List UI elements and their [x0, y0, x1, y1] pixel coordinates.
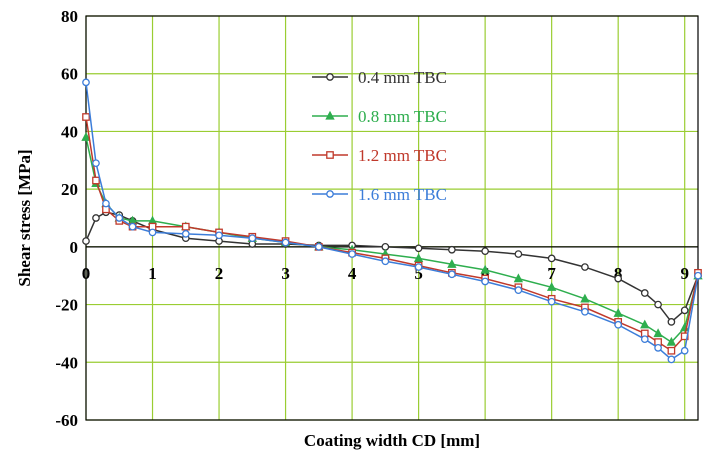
data-point	[581, 307, 589, 316]
y-tick-label: 0	[70, 238, 79, 257]
data-point	[82, 113, 90, 121]
grid-lines	[85, 15, 698, 421]
data-point	[667, 318, 676, 326]
x-tick-label: 8	[614, 264, 623, 283]
data-point	[448, 270, 456, 279]
y-axis-title: Shear stress [MPa]	[15, 149, 34, 286]
data-point	[514, 250, 523, 258]
x-tick-label: 1	[148, 264, 157, 283]
data-point	[640, 289, 649, 297]
data-point	[102, 199, 110, 208]
y-tick-label: 20	[61, 180, 78, 199]
x-tick-label: 5	[414, 264, 423, 283]
x-tick-label: 4	[348, 264, 357, 283]
data-point	[667, 355, 676, 364]
data-point	[640, 335, 649, 344]
data-point	[381, 257, 390, 266]
data-point	[281, 238, 290, 247]
legend-label: 1.2 mm TBC	[358, 146, 447, 165]
data-point	[680, 306, 689, 315]
data-point	[666, 336, 677, 346]
data-point	[181, 230, 190, 238]
x-tick-label: 0	[82, 264, 91, 283]
data-point	[413, 253, 424, 263]
x-tick-label: 7	[547, 264, 556, 283]
series-4	[82, 78, 702, 364]
plot-frame	[85, 15, 699, 421]
y-tick-label: -40	[55, 353, 78, 372]
data-point	[448, 245, 456, 254]
series-line	[85, 211, 699, 323]
data-point	[215, 231, 223, 240]
data-point	[613, 308, 623, 317]
data-point	[667, 346, 676, 355]
data-point	[181, 222, 190, 231]
x-tick-labels: 0123456789	[82, 264, 689, 283]
data-point	[680, 346, 689, 355]
y-tick-label: 60	[61, 65, 78, 84]
data-point	[480, 264, 490, 274]
data-point	[447, 258, 457, 268]
y-tick-label: 80	[61, 7, 78, 26]
data-point	[654, 300, 662, 309]
legend-item: 1.6 mm TBC	[312, 185, 447, 204]
data-point	[414, 244, 423, 253]
legend-marker	[326, 73, 334, 81]
data-point	[640, 319, 650, 329]
data-point	[92, 159, 100, 168]
data-point	[314, 243, 323, 251]
series-line	[85, 137, 699, 344]
legend-item: 0.8 mm TBC	[312, 107, 447, 126]
data-point	[115, 214, 124, 222]
legend-marker	[325, 110, 335, 120]
data-point	[481, 277, 489, 286]
x-tick-label: 3	[281, 264, 290, 283]
legend-marker	[326, 190, 334, 198]
data-point	[92, 176, 100, 185]
legend-item: 0.4 mm TBC	[312, 68, 447, 87]
data-point	[614, 320, 623, 329]
y-tick-label: 40	[61, 122, 78, 141]
series-layer	[81, 78, 703, 364]
data-point	[82, 237, 90, 245]
data-point	[694, 271, 702, 280]
data-point	[514, 286, 523, 294]
data-point	[580, 293, 590, 303]
legend-label: 0.8 mm TBC	[358, 107, 447, 126]
data-point	[148, 228, 157, 237]
data-point	[481, 247, 489, 256]
legend-label: 1.6 mm TBC	[358, 185, 447, 204]
data-point	[653, 328, 663, 338]
x-tick-label: 9	[680, 264, 689, 283]
data-point	[414, 263, 423, 271]
data-point	[614, 274, 623, 283]
data-point	[654, 344, 662, 352]
x-tick-label: 2	[215, 264, 224, 283]
y-tick-labels: -60 -40 -20 0 20 40 60 80	[55, 7, 78, 430]
legend-label: 0.4 mm TBC	[358, 68, 447, 87]
data-point	[581, 263, 589, 271]
data-point	[82, 78, 90, 87]
legend-marker	[326, 151, 334, 159]
y-tick-label: -20	[55, 296, 78, 315]
legend-item: 1.2 mm TBC	[312, 146, 447, 165]
series-2	[81, 132, 703, 346]
data-point	[546, 282, 557, 291]
data-point	[547, 254, 556, 263]
legend: 0.4 mm TBC 0.8 mm TBC 1.2 mm TBC 1.6 mm TBC	[312, 68, 447, 204]
y-tick-label: -60	[55, 411, 78, 430]
data-point	[547, 297, 556, 306]
data-point	[513, 273, 524, 283]
data-point	[348, 250, 356, 258]
x-axis-title: Coating width CD [mm]	[304, 431, 480, 450]
data-point	[248, 234, 257, 243]
data-point	[81, 132, 91, 141]
data-point	[92, 214, 100, 222]
data-point	[128, 222, 137, 231]
